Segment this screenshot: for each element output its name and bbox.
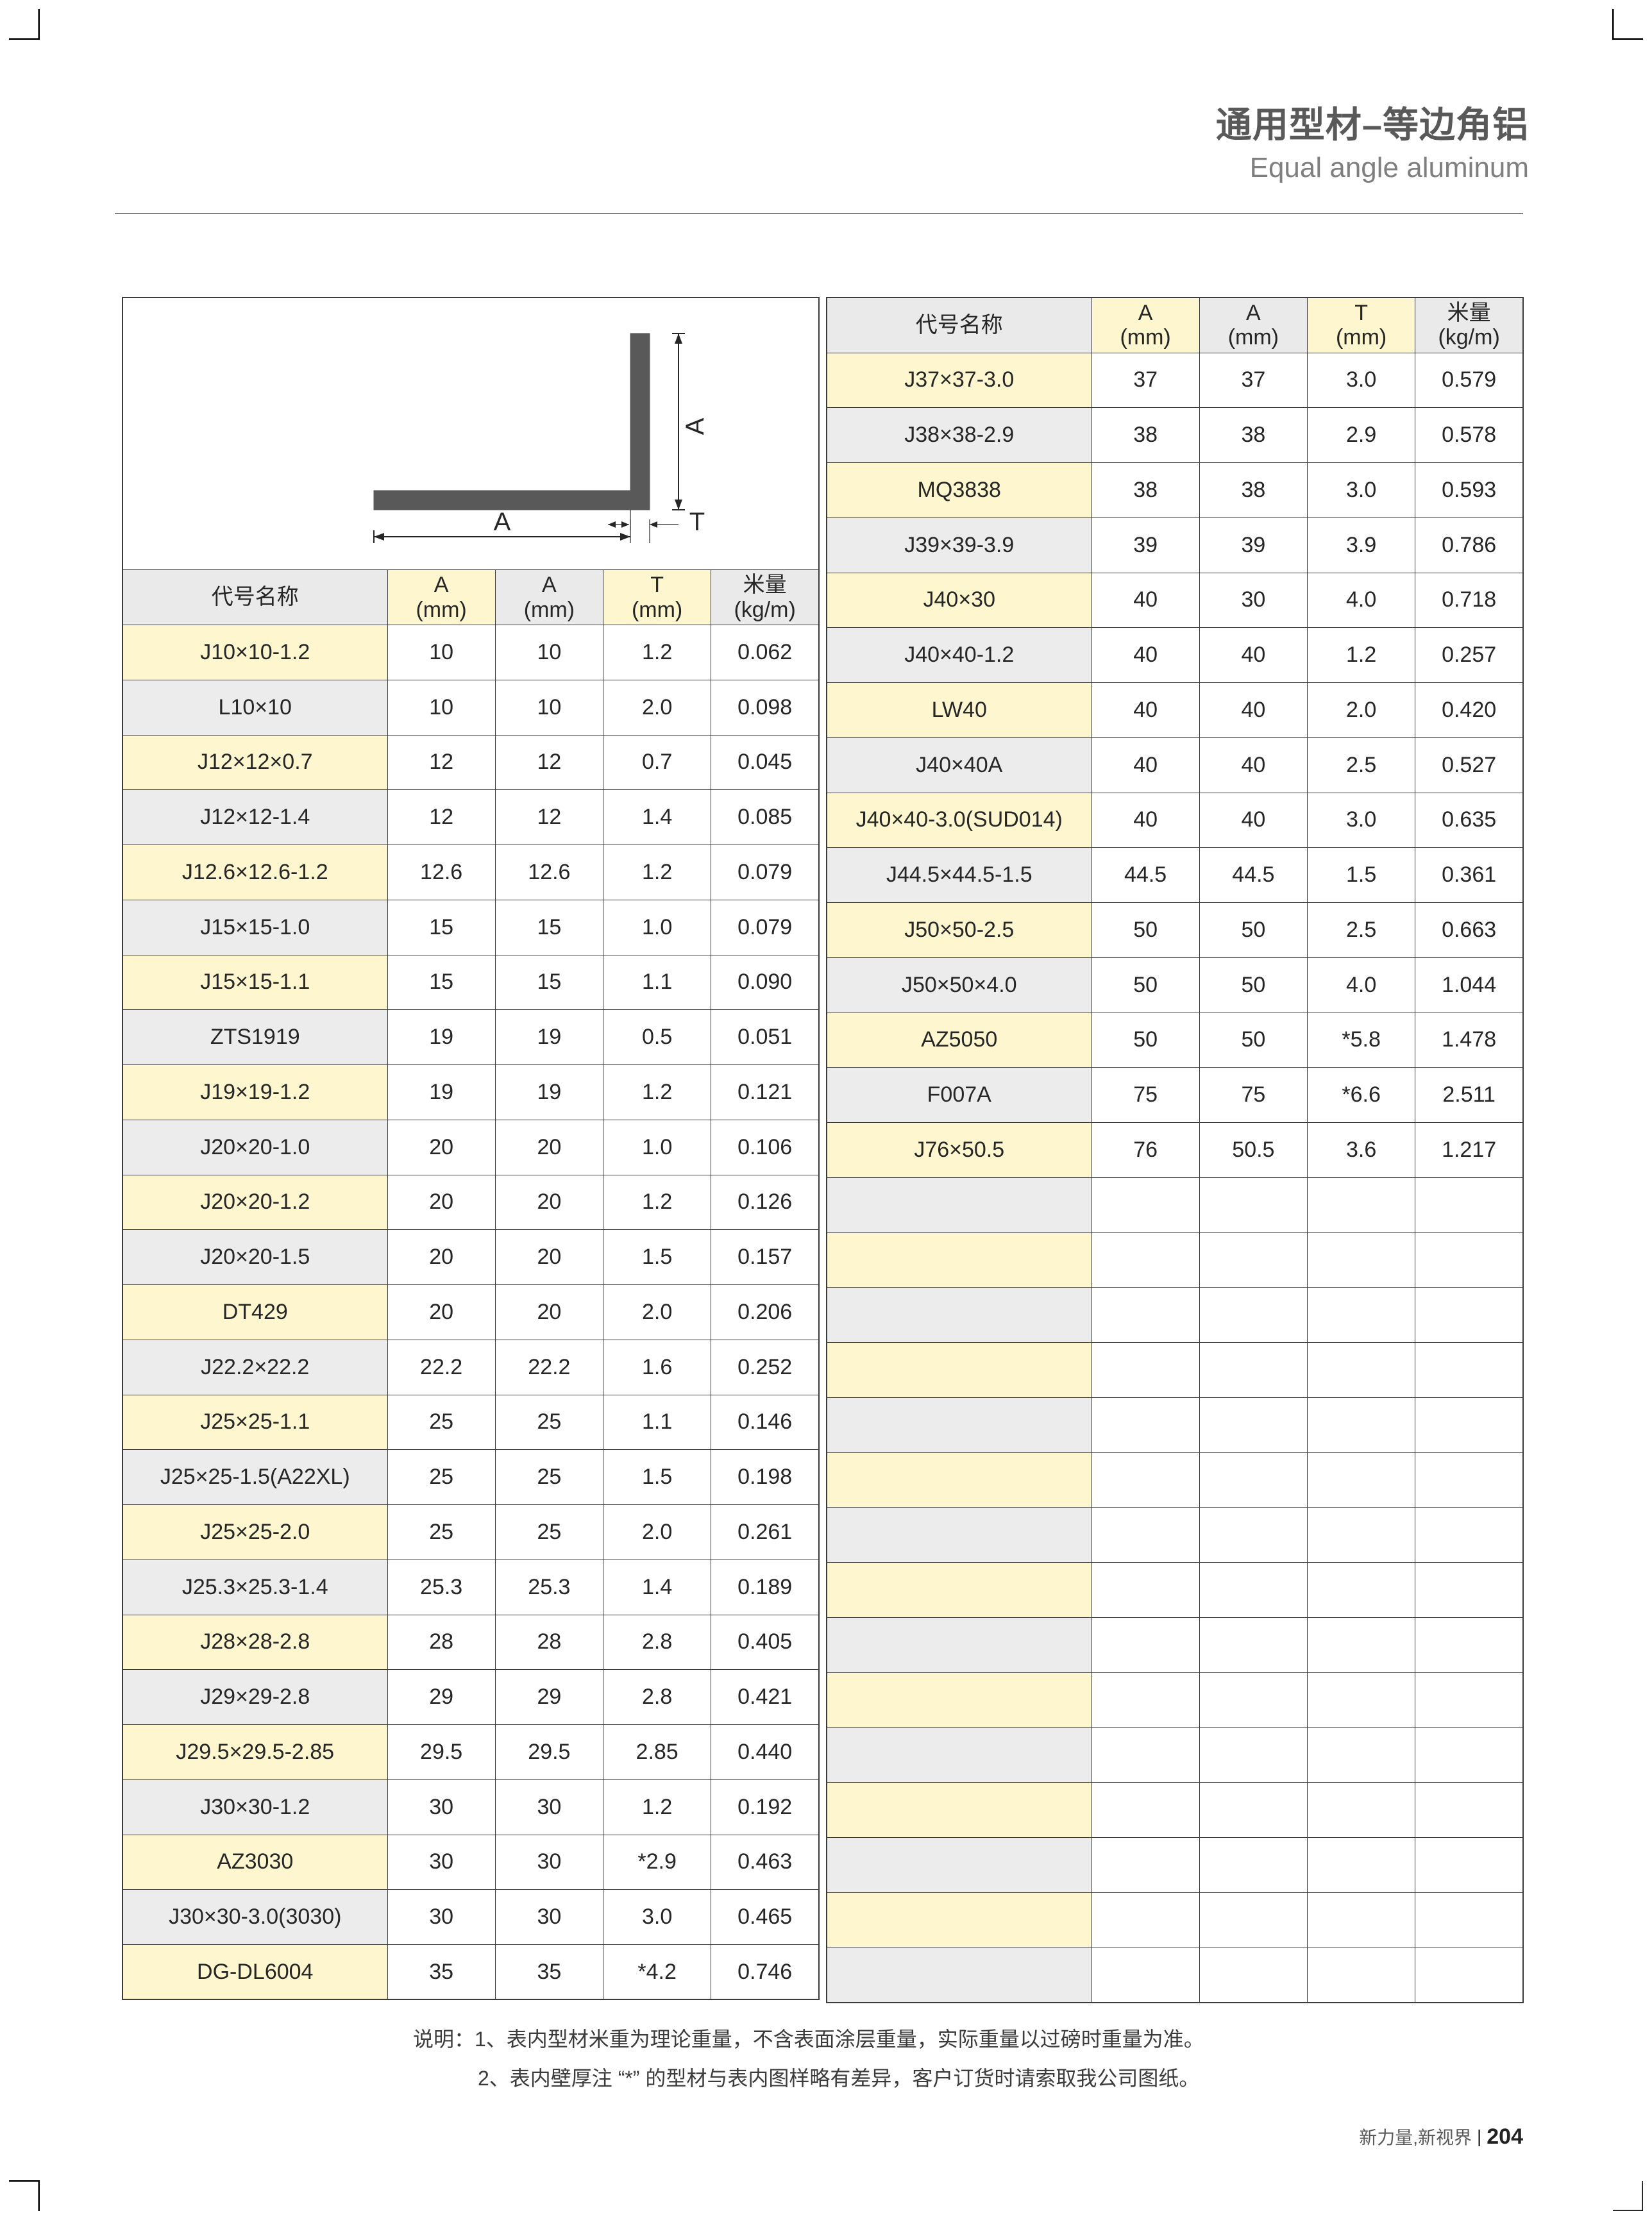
svg-text:T: T	[689, 508, 705, 536]
svg-text:A: A	[494, 508, 511, 536]
svg-text:A: A	[681, 417, 709, 435]
